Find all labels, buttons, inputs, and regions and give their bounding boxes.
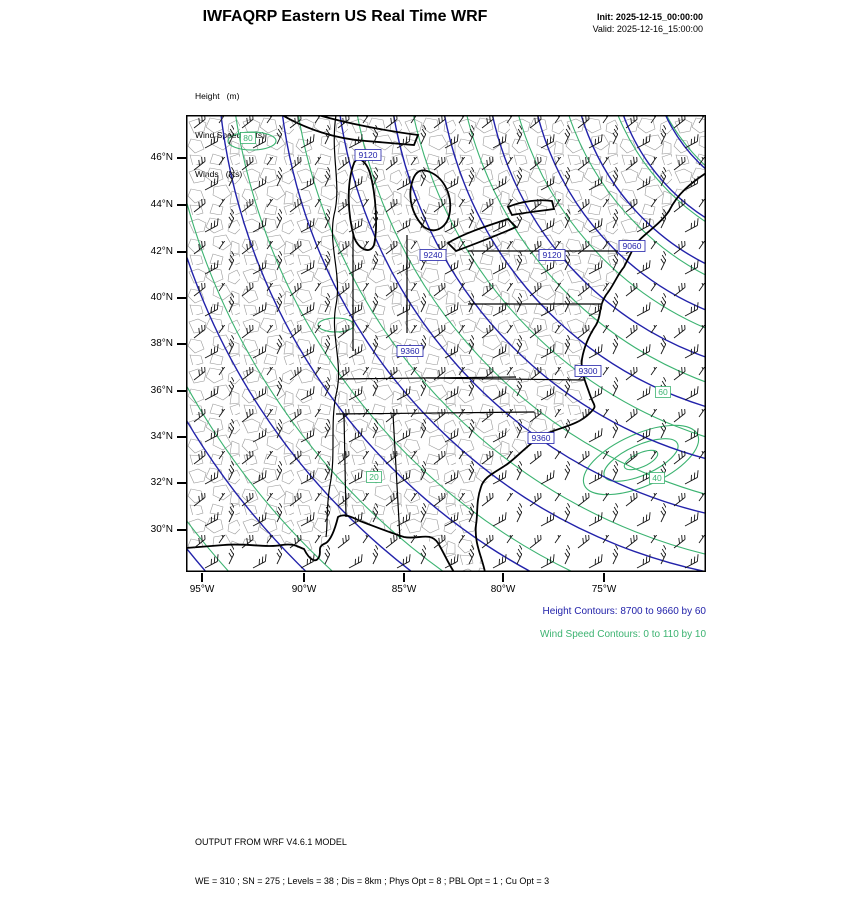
lon-tick	[603, 573, 605, 582]
lat-label: 46°N	[150, 152, 173, 163]
lat-label: 40°N	[150, 292, 173, 303]
lon-label: 85°W	[391, 584, 417, 595]
map-plot: 9120 9240 9120 9060 9360 9300 9360 80 20…	[186, 115, 706, 572]
height-label: 9360	[532, 433, 551, 443]
lat-label: 34°N	[150, 431, 173, 442]
height-label: 9060	[623, 241, 642, 251]
height-label: 9120	[543, 250, 562, 260]
wind-speed-contour-labels: 80 20 60 40	[240, 132, 671, 484]
height-label: 9240	[424, 250, 443, 260]
lat-tick	[177, 157, 186, 159]
lat-tick	[177, 529, 186, 531]
page-title: IWFAQRP Eastern US Real Time WRF	[202, 8, 488, 25]
height-label: 9120	[359, 150, 378, 160]
lon-tick	[201, 573, 203, 582]
lat-label: 42°N	[150, 246, 173, 257]
lat-label: 32°N	[150, 477, 173, 488]
height-contours-caption: Height Contours: 8700 to 9660 by 60	[542, 606, 706, 617]
valid-time-label: Valid: 2025-12-16_15:00:00	[592, 24, 703, 34]
wind-barbs-layer	[186, 115, 706, 572]
wind-speed-contours-caption: Wind Speed Contours: 0 to 110 by 10	[539, 629, 706, 640]
wind-label: 40	[652, 473, 662, 483]
lat-label: 30°N	[150, 524, 173, 535]
height-label: 9300	[579, 366, 598, 376]
lat-label: 36°N	[150, 385, 173, 396]
model-config-line: WE = 310 ; SN = 275 ; Levels = 38 ; Dis …	[195, 876, 550, 886]
legend-height: Height (m)	[195, 91, 240, 101]
lat-tick	[177, 297, 186, 299]
lon-tick	[403, 573, 405, 582]
lat-tick	[177, 482, 186, 484]
height-label: 9360	[401, 346, 420, 356]
lon-tick	[502, 573, 504, 582]
lat-tick	[177, 343, 186, 345]
lon-tick	[303, 573, 305, 582]
lat-tick	[177, 390, 186, 392]
wind-label: 60	[658, 387, 668, 397]
wind-label: 20	[369, 472, 379, 482]
lon-label: 95°W	[189, 584, 215, 595]
model-footer: OUTPUT FROM WRF V4.6.1 MODEL WE = 310 ; …	[195, 810, 549, 901]
lat-tick	[177, 204, 186, 206]
init-time-label: Init: 2025-12-15_00:00:00	[596, 12, 703, 22]
lon-label: 75°W	[591, 584, 617, 595]
lat-tick	[177, 436, 186, 438]
lon-label: 90°W	[291, 584, 317, 595]
lon-label: 80°W	[490, 584, 516, 595]
wind-label: 80	[243, 133, 253, 143]
lat-label: 38°N	[150, 338, 173, 349]
lat-tick	[177, 251, 186, 253]
height-contour-labels: 9120 9240 9120 9060 9360 9300 9360	[354, 149, 646, 444]
map-frame	[186, 115, 706, 572]
lat-label: 44°N	[150, 199, 173, 210]
model-output-line: OUTPUT FROM WRF V4.6.1 MODEL	[195, 837, 347, 847]
